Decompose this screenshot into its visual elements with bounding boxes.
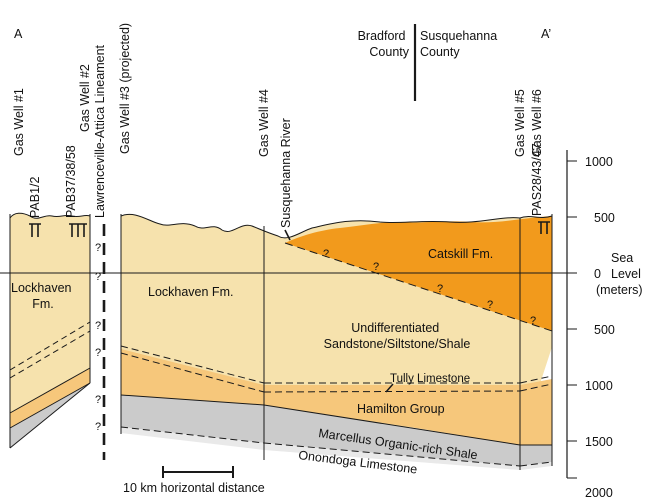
county-west-line2: County	[369, 45, 409, 59]
corner-label-a-prime: A’	[541, 27, 551, 41]
scale-bar	[162, 466, 234, 478]
sea-level-label: Sea Level (meters)	[596, 251, 644, 297]
county-east-label: Susquehanna County	[420, 29, 501, 59]
undiff-line2: Sandstone/Siltstone/Shale	[324, 337, 471, 351]
well-id-pab37: PAB37/38/58	[64, 145, 78, 218]
well-id-pab12: PAB1/2	[28, 176, 42, 218]
well-id-pas28: PAS28/43/47	[530, 143, 544, 216]
lineament-label: Lawrenceville-Attica Lineament	[93, 44, 107, 218]
question-mark-11: ?	[530, 315, 536, 327]
county-east-line1: Susquehanna	[420, 29, 497, 43]
question-mark-9: ?	[437, 283, 443, 295]
left-lockhaven-layer	[10, 213, 90, 413]
question-mark-6: ?	[95, 421, 101, 433]
axis-tick-label-1: 1000	[585, 155, 613, 169]
depth-axis	[566, 150, 577, 479]
scale-bar-label: 10 km horizontal distance	[123, 481, 265, 495]
sea-level-line2: Level	[611, 267, 641, 281]
question-mark-4: ?	[95, 347, 101, 359]
well-label-gw6: Gas Well #6	[530, 89, 544, 157]
catskill-label: Catskill Fm.	[428, 247, 493, 261]
axis-tick-label-5: 1000	[585, 379, 613, 393]
question-mark-7: ?	[323, 248, 329, 260]
undiff-label: Undifferentiated Sandstone/Siltstone/Sha…	[324, 321, 471, 351]
hamilton-label: Hamilton Group	[357, 402, 445, 416]
tully-label: Tully Limestone	[390, 373, 470, 385]
corner-label-a: A	[14, 27, 23, 41]
well-symbols	[29, 221, 550, 241]
axis-tick-labels: 1000 500 0 500 1000 1500 2000	[585, 155, 615, 500]
river-label: Susquehanna River	[279, 118, 293, 228]
question-mark-10: ?	[487, 299, 493, 311]
uncertainty-marks: ? ? ? ? ? ? ? ? ? ? ?	[95, 242, 536, 433]
hamilton-layer	[121, 347, 552, 445]
county-west-label: Bradford County	[358, 29, 410, 59]
county-east-line2: County	[420, 45, 460, 59]
left-hamilton-layer	[10, 368, 90, 428]
left-block	[9, 212, 91, 449]
axis-tick-label-4: 500	[594, 323, 615, 337]
sea-level-line3: (meters)	[596, 283, 643, 297]
well-label-gw4: Gas Well #4	[257, 89, 271, 157]
axis-tick-label-6: 1500	[585, 435, 613, 449]
lockhaven-left-label: Lockhaven Fm.	[11, 281, 75, 311]
well-label-gw3: Gas Well #3 (projected)	[118, 23, 132, 154]
lockhaven-main-label: Lockhaven Fm.	[148, 285, 233, 299]
question-mark-5: ?	[95, 394, 101, 406]
undiff-line1: Undifferentiated	[351, 321, 439, 335]
county-west-line1: Bradford	[358, 29, 406, 43]
lockhaven-left-line1: Lockhaven	[11, 281, 72, 295]
well-label-gw2: Gas Well #2	[78, 64, 92, 132]
marcellus-layer	[121, 395, 552, 466]
sea-level-line1: Sea	[611, 251, 633, 265]
question-mark-8: ?	[373, 261, 379, 273]
question-mark-3: ?	[95, 320, 101, 332]
question-mark-1: ?	[95, 242, 101, 254]
lockhaven-left-line2: Fm.	[32, 297, 54, 311]
axis-tick-label-7: 2000	[585, 486, 613, 498]
well-label-gw1: Gas Well #1	[12, 88, 26, 156]
question-mark-2: ?	[95, 271, 101, 283]
well-label-gw5: Gas Well #5	[513, 89, 527, 157]
axis-tick-label-2: 500	[594, 211, 615, 225]
axis-tick-label-3: 0	[594, 267, 601, 281]
